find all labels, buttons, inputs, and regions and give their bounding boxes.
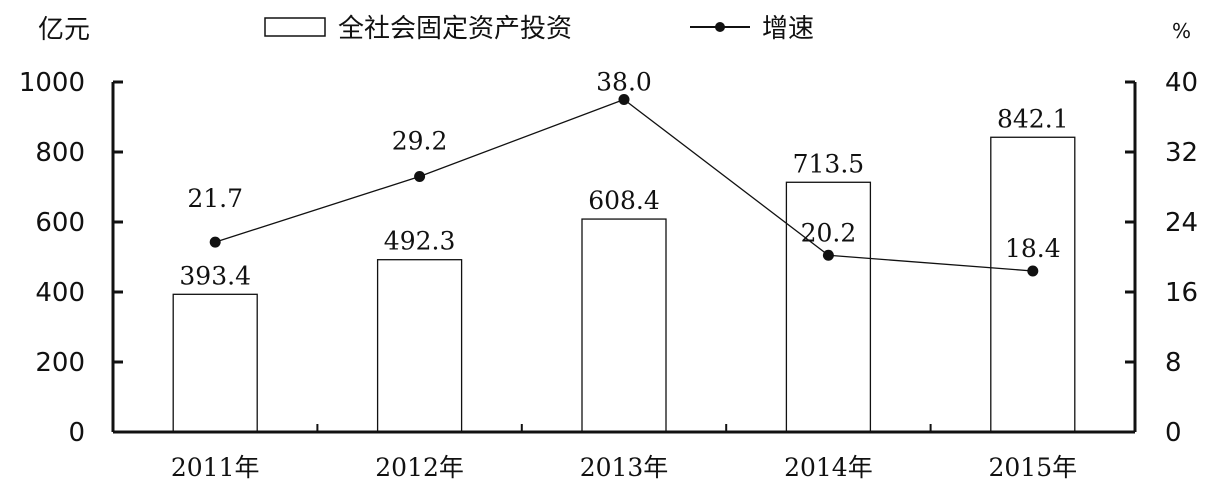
x-tick-label: 2013年 bbox=[580, 453, 669, 482]
right-axis-unit: % bbox=[1172, 19, 1191, 43]
growth-data-label: 29.2 bbox=[392, 127, 448, 156]
right-tick-label: 16 bbox=[1165, 278, 1198, 308]
left-tick-label: 400 bbox=[35, 278, 85, 308]
right-tick-label: 0 bbox=[1165, 418, 1182, 448]
left-tick-label: 800 bbox=[35, 138, 85, 168]
left-tick-label: 600 bbox=[35, 208, 85, 238]
x-tick-label: 2015年 bbox=[988, 453, 1077, 482]
left-tick-label: 1000 bbox=[19, 68, 85, 98]
x-tick-label: 2014年 bbox=[784, 453, 873, 482]
legend: 全社会固定资产投资 增速 bbox=[264, 14, 814, 44]
growth-marker bbox=[414, 171, 426, 182]
legend-bar-label: 全社会固定资产投资 bbox=[338, 14, 572, 44]
growth-marker bbox=[822, 249, 834, 261]
right-tick-label: 40 bbox=[1165, 68, 1198, 98]
bar-data-label: 393.4 bbox=[179, 261, 251, 290]
left-axis-unit: 亿元 bbox=[38, 15, 90, 45]
bar bbox=[581, 218, 667, 433]
growth-marker bbox=[1027, 265, 1039, 277]
legend-line-marker bbox=[715, 22, 725, 32]
growth-marker bbox=[209, 236, 221, 248]
right-tick-label: 32 bbox=[1165, 138, 1198, 168]
bar-data-label: 608.4 bbox=[588, 186, 660, 215]
growth-data-label: 18.4 bbox=[1005, 234, 1061, 263]
right-tick-label: 8 bbox=[1165, 348, 1182, 378]
bar-data-label: 713.5 bbox=[793, 149, 865, 178]
right-tick-label: 24 bbox=[1165, 208, 1198, 238]
growth-data-label: 21.7 bbox=[187, 184, 243, 213]
growth-marker bbox=[618, 94, 630, 105]
growth-data-label: 20.2 bbox=[801, 218, 857, 247]
legend-line-label: 增速 bbox=[762, 14, 814, 44]
left-tick-label: 200 bbox=[35, 348, 85, 378]
growth-data-label: 38.0 bbox=[596, 68, 652, 97]
bar-data-label: 492.3 bbox=[384, 227, 456, 256]
bar bbox=[172, 293, 258, 433]
bar-data-label: 842.1 bbox=[997, 104, 1069, 133]
left-tick-label: 0 bbox=[68, 418, 85, 448]
x-tick-label: 2011年 bbox=[171, 453, 260, 482]
legend-bar-swatch bbox=[264, 17, 326, 37]
bar bbox=[376, 259, 463, 433]
x-tick-label: 2012年 bbox=[375, 453, 464, 482]
bar bbox=[990, 136, 1076, 433]
